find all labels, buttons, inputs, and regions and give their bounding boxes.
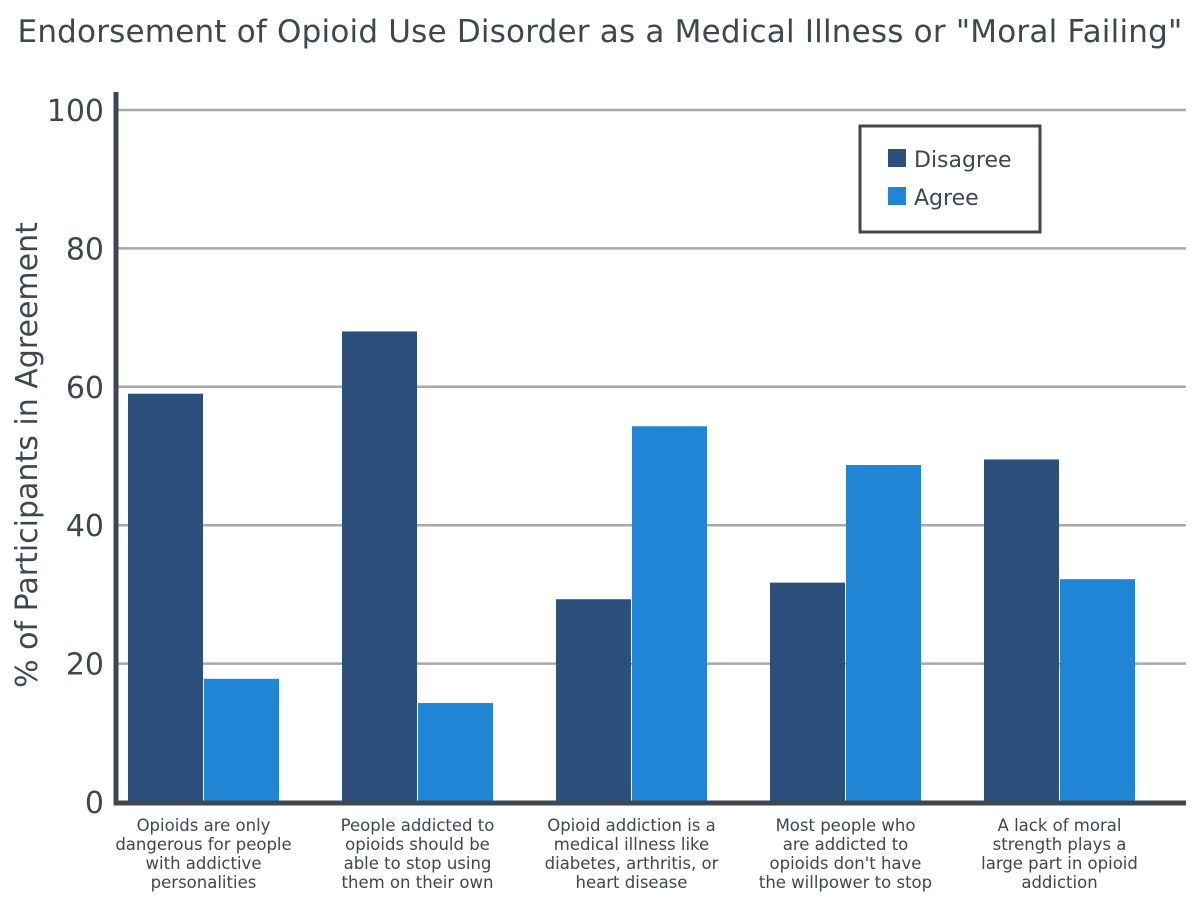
axes — [113, 92, 1186, 806]
legend-swatch-disagree — [888, 149, 906, 167]
y-tick-label: 100 — [47, 94, 104, 129]
bars — [128, 331, 1135, 802]
bar-disagree — [556, 599, 631, 802]
legend-box — [858, 124, 1042, 234]
bar-disagree — [342, 331, 417, 802]
x-tick-label: People addicted to opioids should be able … — [341, 816, 495, 892]
x-tick-label: Opioids are only dangerous for people with… — [115, 816, 291, 892]
legend-label-disagree: Disagree — [914, 148, 1012, 173]
bar-agree — [846, 464, 921, 802]
y-tick-labels: 0 20 40 60 80 100 — [47, 94, 104, 821]
bar-agree — [418, 703, 493, 802]
chart-title: Endorsement of Opioid Use Disorder as a … — [17, 14, 1183, 50]
y-tick-label: 0 — [85, 786, 104, 821]
bar-agree — [204, 678, 279, 802]
y-axis-label: % of Participants in Agreement — [10, 222, 45, 688]
x-tick-label: A lack of moral strength plays a large par… — [981, 816, 1138, 892]
y-tick-label: 40 — [66, 509, 104, 544]
legend: Disagree Agree — [858, 124, 1042, 234]
bar-disagree — [984, 459, 1059, 802]
bar-disagree — [770, 582, 845, 802]
bar-disagree — [128, 393, 203, 802]
y-tick-label: 20 — [66, 648, 104, 683]
y-tick-label: 80 — [66, 232, 104, 267]
bar-agree — [632, 426, 707, 802]
bar-agree — [1060, 579, 1135, 802]
y-tick-label: 60 — [66, 371, 104, 406]
legend-label-agree: Agree — [914, 186, 979, 211]
x-tick-label: Most people who are addicted to opioids do… — [759, 816, 932, 892]
legend-items: Disagree Agree — [888, 148, 1012, 211]
x-tick-label: Opioid addiction is a medical illness lik… — [545, 816, 719, 892]
x-tick-labels: Opioids are only dangerous for people with… — [115, 816, 1138, 892]
legend-swatch-agree — [888, 187, 906, 205]
